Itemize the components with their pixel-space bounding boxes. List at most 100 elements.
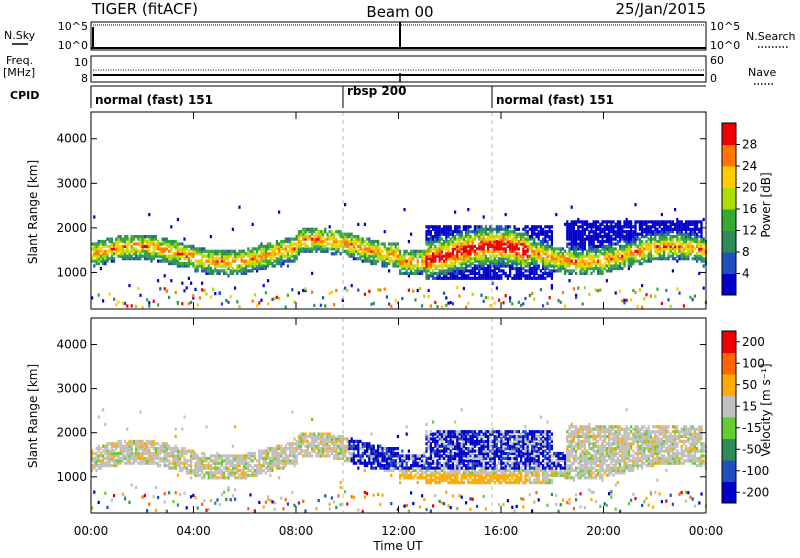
power-echo-cell: [599, 223, 601, 226]
power-echo-cell: [100, 255, 102, 258]
power-echo-cell: [214, 257, 216, 260]
power-echo-cell: [450, 301, 452, 304]
power-echo-cell: [588, 262, 590, 265]
power-echo-cell: [223, 269, 225, 272]
power-echo-cell: [527, 230, 529, 233]
velocity-echo-cell: [238, 469, 240, 472]
power-echo-cell: [346, 233, 348, 236]
power-echo-cell: [410, 250, 412, 253]
velocity-echo-cell: [289, 442, 291, 445]
velocity-echo-cell: [304, 450, 306, 453]
velocity-echo-cell: [212, 467, 214, 470]
velocity-echo-cell: [280, 467, 282, 470]
power-echo-cell: [595, 262, 597, 265]
power-echo-cell: [186, 252, 188, 255]
power-echo-cell: [386, 295, 388, 298]
power-echo-cell: [100, 267, 102, 270]
power-echo-cell: [509, 240, 511, 243]
power-echo-cell: [623, 230, 625, 233]
power-echo-cell: [177, 218, 179, 221]
power-echo-cell: [230, 262, 232, 265]
velocity-echo-cell: [425, 430, 427, 433]
power-echo-cell: [637, 220, 639, 223]
power-echo-cell: [617, 240, 619, 243]
velocity-echo-cell: [201, 457, 203, 460]
power-echo-cell: [406, 260, 408, 263]
power-echo-cell: [590, 272, 592, 275]
power-echo-cell: [617, 220, 619, 223]
power-echo-cell: [538, 242, 540, 245]
power-echo-cell: [703, 247, 705, 250]
velocity-echo-cell: [148, 503, 150, 506]
power-echo-cell: [183, 262, 185, 265]
velocity-echo-cell: [177, 474, 179, 477]
velocity-echo-cell: [249, 452, 251, 455]
power-echo-cell: [238, 250, 240, 253]
velocity-echo-cell: [309, 442, 311, 445]
power-echo-cell: [373, 240, 375, 243]
velocity-echo-cell: [135, 440, 137, 443]
velocity-echo-cell: [302, 454, 304, 457]
power-echo-cell: [133, 257, 135, 260]
power-echo-cell: [419, 287, 421, 290]
velocity-echo-cell: [399, 469, 401, 472]
power-echo-cell: [146, 235, 148, 238]
velocity-echo-cell: [249, 469, 251, 472]
velocity-echo-cell: [192, 469, 194, 472]
velocity-echo-cell: [324, 494, 326, 497]
power-echo-cell: [214, 250, 216, 253]
power-echo-cell: [315, 228, 317, 231]
power-echo-cell: [698, 220, 700, 223]
cpid-label: CPID: [10, 89, 39, 102]
power-echo-cell: [93, 264, 95, 267]
velocity-echo-cell: [98, 501, 100, 504]
velocity-echo-cell: [124, 440, 126, 443]
power-echo-cell: [604, 240, 606, 243]
power-echo-cell: [678, 292, 680, 295]
velocity-echo-cell: [199, 457, 201, 460]
power-echo-cell: [549, 255, 551, 258]
velocity-echo-cell: [172, 500, 174, 503]
power-echo-cell: [219, 269, 221, 272]
velocity-echo-cell: [104, 457, 106, 460]
velocity-echo-cell: [344, 445, 346, 448]
power-echo-cell: [203, 262, 205, 265]
velocity-echo-cell: [120, 440, 122, 443]
power-echo-cell: [595, 220, 597, 223]
power-echo-cell: [454, 235, 456, 238]
power-echo-cell: [126, 235, 128, 238]
power-echo-cell: [353, 235, 355, 238]
velocity-echo-cell: [223, 471, 225, 474]
power-echo-cell: [355, 235, 357, 238]
power-echo-cell: [632, 230, 634, 233]
power-echo-cell: [577, 242, 579, 245]
velocity-echo-cell: [430, 437, 432, 440]
velocity-echo-cell: [408, 454, 410, 457]
power-echo-cell: [667, 242, 669, 245]
velocity-echo-cell: [234, 464, 236, 467]
velocity-echo-cell: [230, 459, 232, 462]
power-echo-cell: [540, 225, 542, 228]
power-echo-cell: [164, 255, 166, 258]
velocity-echo-cell: [423, 462, 425, 465]
power-echo-cell: [443, 255, 445, 258]
velocity-echo-cell: [175, 491, 177, 494]
power-echo-cell: [117, 235, 119, 238]
power-echo-cell: [621, 225, 623, 228]
power-echo-cell: [117, 255, 119, 258]
power-echo-cell: [392, 242, 394, 245]
power-echo-cell: [555, 252, 557, 255]
power-echo-cell: [456, 267, 458, 270]
velocity-echo-cell: [324, 437, 326, 440]
power-colorbar-segment: [722, 123, 736, 145]
power-echo-cell: [175, 291, 177, 294]
power-echo-cell: [667, 220, 669, 223]
velocity-echo-cell: [122, 445, 124, 448]
power-echo-cell: [560, 247, 562, 250]
power-echo-cell: [307, 228, 309, 231]
velocity-echo-cell: [304, 509, 306, 512]
power-echo-cell: [194, 264, 196, 267]
power-echo-cell: [274, 264, 276, 267]
power-echo-cell: [357, 257, 359, 260]
